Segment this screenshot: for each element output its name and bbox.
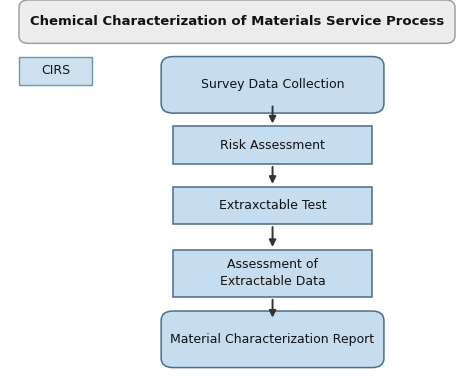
Text: Survey Data Collection: Survey Data Collection [201, 78, 344, 91]
Text: CIRS: CIRS [41, 64, 70, 77]
FancyBboxPatch shape [19, 57, 92, 85]
FancyBboxPatch shape [173, 187, 372, 224]
Text: Chemical Characterization of Materials Service Process: Chemical Characterization of Materials S… [30, 15, 444, 28]
FancyBboxPatch shape [161, 311, 384, 368]
Text: Assessment of
Extractable Data: Assessment of Extractable Data [219, 258, 326, 288]
Text: Risk Assessment: Risk Assessment [220, 139, 325, 152]
FancyBboxPatch shape [19, 0, 455, 43]
Text: Material Characterization Report: Material Characterization Report [171, 333, 374, 346]
FancyBboxPatch shape [173, 250, 372, 297]
Text: Extraxctable Test: Extraxctable Test [219, 199, 327, 212]
FancyBboxPatch shape [173, 126, 372, 164]
FancyBboxPatch shape [161, 57, 384, 113]
